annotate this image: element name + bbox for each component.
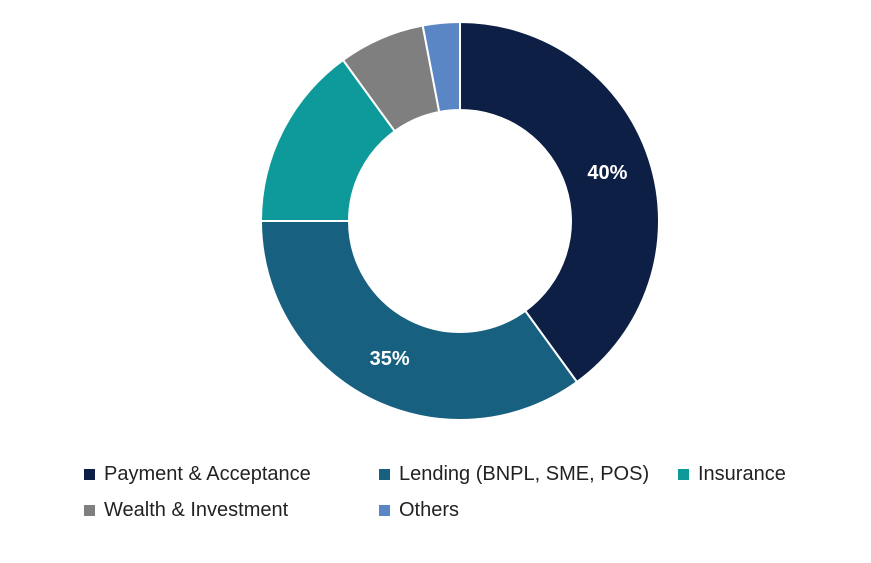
legend-item-wealth: Wealth & Investment: [84, 499, 379, 522]
legend-label-payment: Payment & Acceptance: [104, 462, 311, 485]
data-label-lending: 35%: [370, 348, 410, 370]
legend-item-others: Others: [379, 499, 459, 522]
legend-item-payment: Payment & Acceptance: [84, 463, 379, 486]
legend-swatch-insurance: [678, 468, 689, 480]
legend-row-2: Wealth & Investment Others: [84, 492, 844, 528]
slice-others: [421, 20, 461, 114]
legend-label-others: Others: [399, 498, 460, 521]
legend-swatch-payment: [84, 468, 95, 480]
data-label-payment: 40%: [587, 162, 627, 184]
legend-swatch-lending: [379, 468, 390, 480]
legend-swatch-wealth: [84, 504, 95, 516]
legend-label-insurance: Insurance: [698, 462, 786, 485]
chart-legend: Payment & Acceptance Lending (BNPL, SME,…: [84, 456, 844, 528]
legend-label-wealth: Wealth & Investment: [104, 498, 289, 521]
donut-plot-area: 40% 35%: [259, 20, 660, 421]
legend-item-insurance: Insurance: [678, 463, 786, 486]
legend-label-lending: Lending (BNPL, SME, POS): [399, 462, 650, 485]
legend-swatch-others: [379, 504, 390, 516]
slice-lending: [259, 220, 579, 421]
legend-row-1: Payment & Acceptance Lending (BNPL, SME,…: [84, 456, 844, 492]
slice-payment: [459, 20, 660, 384]
legend-item-lending: Lending (BNPL, SME, POS): [379, 463, 678, 486]
